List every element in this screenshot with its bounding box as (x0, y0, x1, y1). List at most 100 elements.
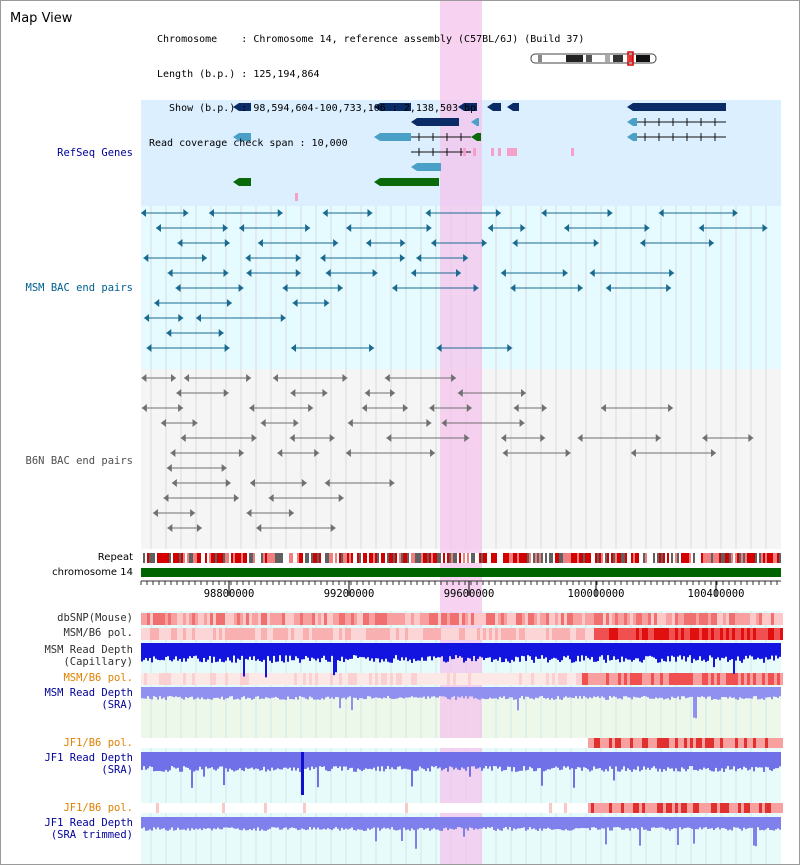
msm-capillary-depth-bar (289, 643, 291, 656)
heatmap-cell (141, 673, 144, 685)
heatmap-cell (222, 613, 225, 625)
heatmap-cell (717, 613, 720, 625)
msm-bac-pair-end (512, 239, 518, 247)
msm-sra-depth-bar (157, 687, 159, 700)
heatmap-cell (288, 673, 291, 685)
msm-capillary-depth-bar (327, 643, 329, 662)
msm-sra-depth-bar (683, 687, 685, 697)
heatmap-cell (582, 613, 585, 625)
repeat-block (405, 553, 407, 563)
msm-sra-depth-bar (175, 687, 177, 697)
b6n-bac-label[interactable]: B6N BAC end pairs (25, 455, 133, 467)
jf1-trim-depth-bar (729, 817, 731, 830)
heatmap-cell (441, 673, 444, 685)
msm-capillary-depth-bar (393, 643, 395, 659)
b6n-bac-pair-end (541, 404, 547, 412)
heatmap-cell (702, 803, 705, 813)
jf1-sra-depth-bar (217, 752, 219, 769)
msm-b6-pol-sra-label[interactable]: MSM/B6 pol. (63, 672, 133, 684)
repeat-block (575, 553, 577, 563)
msm-capillary-depth-bar (651, 643, 653, 657)
jf1-sra-depth-bar (675, 752, 677, 769)
repeat-block (347, 553, 349, 563)
repeat-block (679, 553, 681, 563)
repeat-block (707, 553, 709, 563)
heatmap-cell (486, 803, 489, 813)
msm-sra-depth-bar (215, 687, 217, 698)
heatmap-cell (636, 803, 639, 813)
jf1-sra-depth-bar (573, 752, 575, 788)
repeat-block (295, 553, 297, 563)
msm-bac-pair-end (222, 224, 228, 232)
heatmap-cell (348, 613, 351, 625)
heatmap-cell (156, 613, 159, 625)
msm-capillary-depth-bar (151, 643, 153, 663)
msm-capillary-depth-bar (457, 643, 459, 658)
repeat-block (603, 553, 605, 563)
jf1-read-depth-trimmed-label[interactable]: JF1 Read Depth (SRA trimmed) (44, 817, 133, 841)
jf1-sra-depth-bar (751, 752, 753, 768)
repeat-block (535, 553, 537, 563)
jf1-b6-pol-trim-label[interactable]: JF1/B6 pol. (63, 802, 133, 814)
dbsnp-label[interactable]: dbSNP(Mouse) (57, 612, 133, 624)
msm-sra-depth-bar (415, 687, 417, 698)
jf1-trim-depth-bar (635, 817, 637, 828)
jf1-trim-depth-bar (513, 817, 515, 829)
heatmap-cell (315, 673, 318, 685)
repeat-block (739, 553, 741, 563)
msm-bac-pair-end (605, 284, 611, 292)
jf1-sra-depth-bar (569, 752, 571, 770)
heatmap-cell (759, 628, 762, 640)
refseq-genes-label[interactable]: RefSeq Genes (57, 147, 133, 159)
heatmap-cell (567, 628, 570, 640)
jf1-trim-depth-bar (559, 817, 561, 830)
heatmap-cell (774, 628, 777, 640)
msm-sra-depth-bar (661, 687, 663, 698)
jf1-trim-depth-bar (177, 817, 179, 828)
heatmap-cell (261, 673, 264, 685)
jf1-sra-depth-bar (447, 752, 449, 772)
repeat-block (187, 553, 189, 563)
jf1-trim-depth-bar (771, 817, 773, 831)
jf1-sra-depth-bar (319, 752, 321, 767)
msm-bac-pair-end (257, 239, 263, 247)
heatmap-cell (564, 628, 567, 640)
repeat-label[interactable]: Repeat (97, 552, 133, 563)
jf1-trim-depth-bar (657, 817, 659, 828)
heatmap-cell (375, 628, 378, 640)
jf1-trim-depth-bar (355, 817, 357, 831)
msm-b6-pol-label[interactable]: MSM/B6 pol. (63, 627, 133, 639)
heatmap-cell (528, 628, 531, 640)
jf1-trim-depth-bar (209, 817, 211, 829)
msm-read-depth-sra-label[interactable]: MSM Read Depth (SRA) (44, 687, 133, 711)
heatmap-cell (420, 613, 423, 625)
msm-bac-label[interactable]: MSM BAC end pairs (25, 282, 133, 294)
repeat-block (615, 553, 617, 563)
heatmap-cell (303, 738, 306, 748)
msm-sra-depth-bar (269, 687, 271, 699)
jf1-trim-depth-bar (575, 817, 577, 829)
msm-bac-pair-end (322, 209, 328, 217)
msm-bac-pair-end (463, 254, 469, 262)
jf1-trim-depth-bar (253, 817, 255, 829)
heatmap-cell (504, 628, 507, 640)
msm-sra-depth-bar (141, 687, 143, 699)
jf1-read-depth-sra-label[interactable]: JF1 Read Depth (SRA) (44, 752, 133, 776)
repeat-block (251, 553, 253, 563)
jf1-b6-pol-label[interactable]: JF1/B6 pol. (63, 737, 133, 749)
msm-bac-pair-end (144, 314, 150, 322)
repeat-block (309, 553, 311, 563)
msm-read-depth-capillary-label[interactable]: MSM Read Depth (Capillary) (44, 644, 133, 668)
msm-sra-depth-bar (293, 687, 295, 700)
jf1-sra-depth-bar (333, 752, 335, 767)
chromosome-label[interactable]: chromosome 14 (52, 567, 133, 578)
repeat-block (625, 553, 627, 563)
heatmap-cell (552, 673, 555, 685)
heatmap-cell (540, 628, 543, 640)
heatmap-cell (468, 738, 471, 748)
jf1-sra-depth-bar (455, 752, 457, 768)
heatmap-cell (474, 738, 477, 748)
heatmap-cell (762, 628, 765, 640)
heatmap-cell (393, 628, 396, 640)
msm-bac-pair-end (507, 344, 513, 352)
